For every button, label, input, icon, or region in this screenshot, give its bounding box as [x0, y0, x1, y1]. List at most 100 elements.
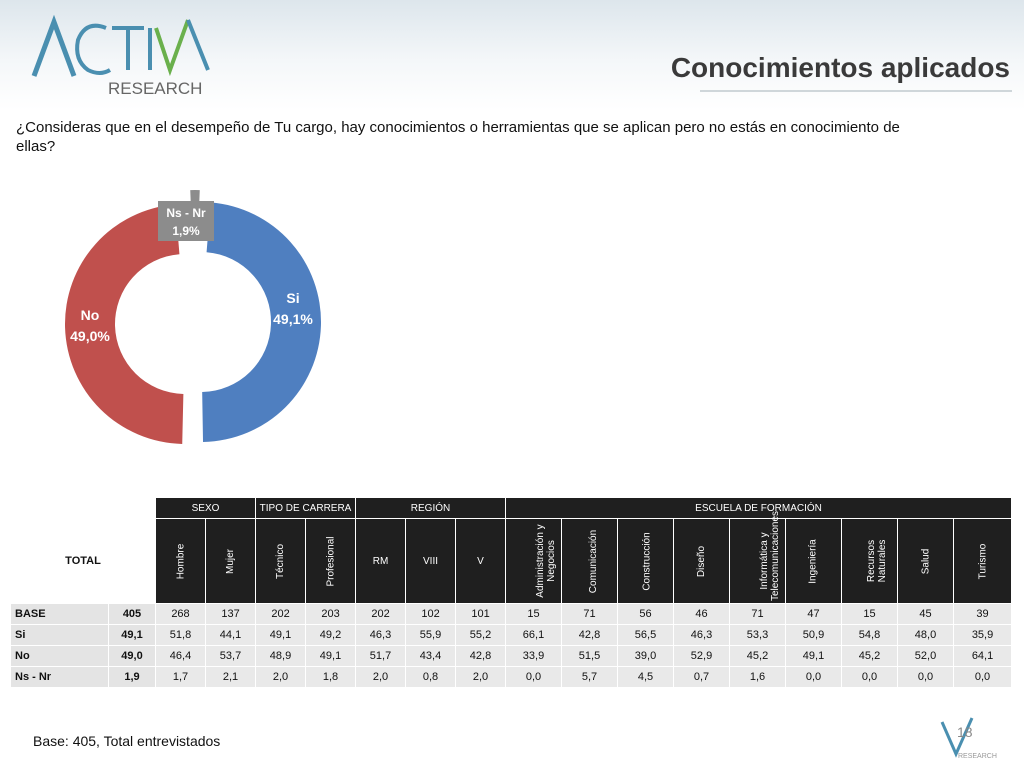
donut-category-label: No	[81, 307, 100, 323]
col-mujer: Mujer	[204, 518, 257, 604]
table-cell: 5,7	[561, 666, 619, 688]
table-cell: 51,5	[561, 645, 619, 667]
page-title: Conocimientos aplicados	[670, 52, 1010, 83]
col-construccion: Construcción	[617, 518, 675, 604]
table-cell: 0,0	[841, 666, 899, 688]
total-cell: 49,0	[108, 645, 156, 667]
donut-slice-si	[202, 202, 321, 442]
table-cell: 47	[785, 603, 843, 625]
col-hombre: Hombre	[155, 518, 206, 604]
table-cell: 2,0	[455, 666, 507, 688]
table-cell: 52,0	[897, 645, 955, 667]
table-cell: 42,8	[561, 624, 619, 646]
table-cell: 0,0	[505, 666, 563, 688]
table-cell: 64,1	[953, 645, 1013, 667]
table-cell: 202	[355, 603, 407, 625]
donut-category-label: Si	[286, 290, 299, 306]
page-number: 18	[957, 724, 973, 740]
table-cell: 66,1	[505, 624, 563, 646]
row-label: No	[10, 645, 109, 667]
group-escuela: ESCUELA DE FORMACIÓN	[505, 497, 1013, 519]
table-cell: 4,5	[617, 666, 675, 688]
table-cell: 71	[729, 603, 787, 625]
table-cell: 42,8	[455, 645, 507, 667]
total-cell: 405	[108, 603, 156, 625]
col-profesional: Profesional	[305, 518, 357, 604]
table-cell: 56	[617, 603, 675, 625]
table-cell: 51,8	[155, 624, 206, 646]
table-cell: 48,9	[255, 645, 307, 667]
table-cell: 71	[561, 603, 619, 625]
table-cell: 55,2	[455, 624, 507, 646]
table-cell: 53,3	[729, 624, 787, 646]
table-cell: 268	[155, 603, 206, 625]
table-cell: 49,2	[305, 624, 357, 646]
row-label: Si	[10, 624, 109, 646]
table-cell: 39	[953, 603, 1013, 625]
donut-value-label: 49,1%	[273, 311, 313, 327]
col-administracion: Administración y Negocios	[505, 518, 563, 604]
footer-logo-icon: RESEARCH	[940, 717, 997, 760]
survey-question: ¿Consideras que en el desempeño de Tu ca…	[16, 119, 900, 155]
group-sexo: SEXO	[154, 497, 257, 519]
table-cell: 39,0	[617, 645, 675, 667]
table-cell: 203	[305, 603, 357, 625]
table-cell: 1,8	[305, 666, 357, 688]
col-informatica: Informática y Telecomunicaciones	[729, 511, 787, 604]
col-v: V	[455, 518, 507, 604]
table-cell: 49,1	[785, 645, 843, 667]
table-cell: 50,9	[785, 624, 843, 646]
table-cell: 137	[204, 603, 257, 625]
donut-category-label: Ns - Nr	[166, 206, 206, 220]
table-row: No 49,0 46,4 53,7 48,9 49,1 51,7 43,4 42,8 33,9 51…	[10, 645, 1013, 667]
table-cell: 46,4	[155, 645, 206, 667]
table-cell: 54,8	[841, 624, 899, 646]
activa-research-logo: RESEARCH	[31, 14, 210, 98]
table-cell: 51,7	[355, 645, 407, 667]
table-row: Ns - Nr 1,9 1,7 2,1 2,0 1,8 2,0 0,8 2,0 0,0 5,7 4,5…	[10, 666, 1013, 688]
table-cell: 2,0	[355, 666, 407, 688]
logo-research-text: RESEARCH	[108, 79, 202, 98]
table-cell: 46,3	[355, 624, 407, 646]
table-cell: 45,2	[841, 645, 899, 667]
total-cell: 1,9	[108, 666, 156, 688]
col-comunicacion: Comunicación	[561, 518, 619, 604]
table-cell: 55,9	[405, 624, 457, 646]
table-cell: 0,0	[785, 666, 843, 688]
group-region: REGIÓN	[355, 497, 507, 519]
total-header: TOTAL	[10, 518, 156, 604]
base-note: Base: 405, Total entrevistados	[33, 733, 221, 749]
table-cell: 101	[455, 603, 507, 625]
col-viii: VIII	[405, 518, 457, 604]
table-row: BASE 405 268 137 202 203 202 102 101 15 71 56 46 71 47…	[10, 603, 1013, 625]
table-cell: 1,6	[729, 666, 787, 688]
donut-value-label: 1,9%	[172, 224, 200, 238]
table-cell: 45	[897, 603, 955, 625]
table-cell: 35,9	[953, 624, 1013, 646]
group-tipo-carrera: TIPO DE CARRERA	[255, 497, 357, 519]
donut-slice-no	[64, 204, 184, 444]
table-cell: 46	[673, 603, 731, 625]
table-cell: 44,1	[204, 624, 257, 646]
results-table: SEXO TIPO DE CARRERA REGIÓN ESCUELA DE F…	[10, 497, 1013, 688]
table-cell: 52,9	[673, 645, 731, 667]
row-label: Ns - Nr	[10, 666, 109, 688]
table-cell: 56,5	[617, 624, 675, 646]
col-ingenieria: Ingeniería	[785, 518, 843, 604]
table-cell: 202	[255, 603, 307, 625]
table-cell: 45,2	[729, 645, 787, 667]
donut-value-label: 49,0%	[70, 328, 110, 344]
col-tecnico: Técnico	[255, 518, 307, 604]
title-divider	[700, 90, 1012, 92]
table-cell: 1,7	[155, 666, 206, 688]
table-cell: 0,8	[405, 666, 457, 688]
table-cell: 15	[841, 603, 899, 625]
table-cell: 49,1	[255, 624, 307, 646]
table-cell: 43,4	[405, 645, 457, 667]
table-cell: 102	[405, 603, 457, 625]
table-cell: 15	[505, 603, 563, 625]
table-cell: 33,9	[505, 645, 563, 667]
table-cell: 0,0	[953, 666, 1013, 688]
row-label: BASE	[10, 603, 109, 625]
table-cell: 49,1	[305, 645, 357, 667]
